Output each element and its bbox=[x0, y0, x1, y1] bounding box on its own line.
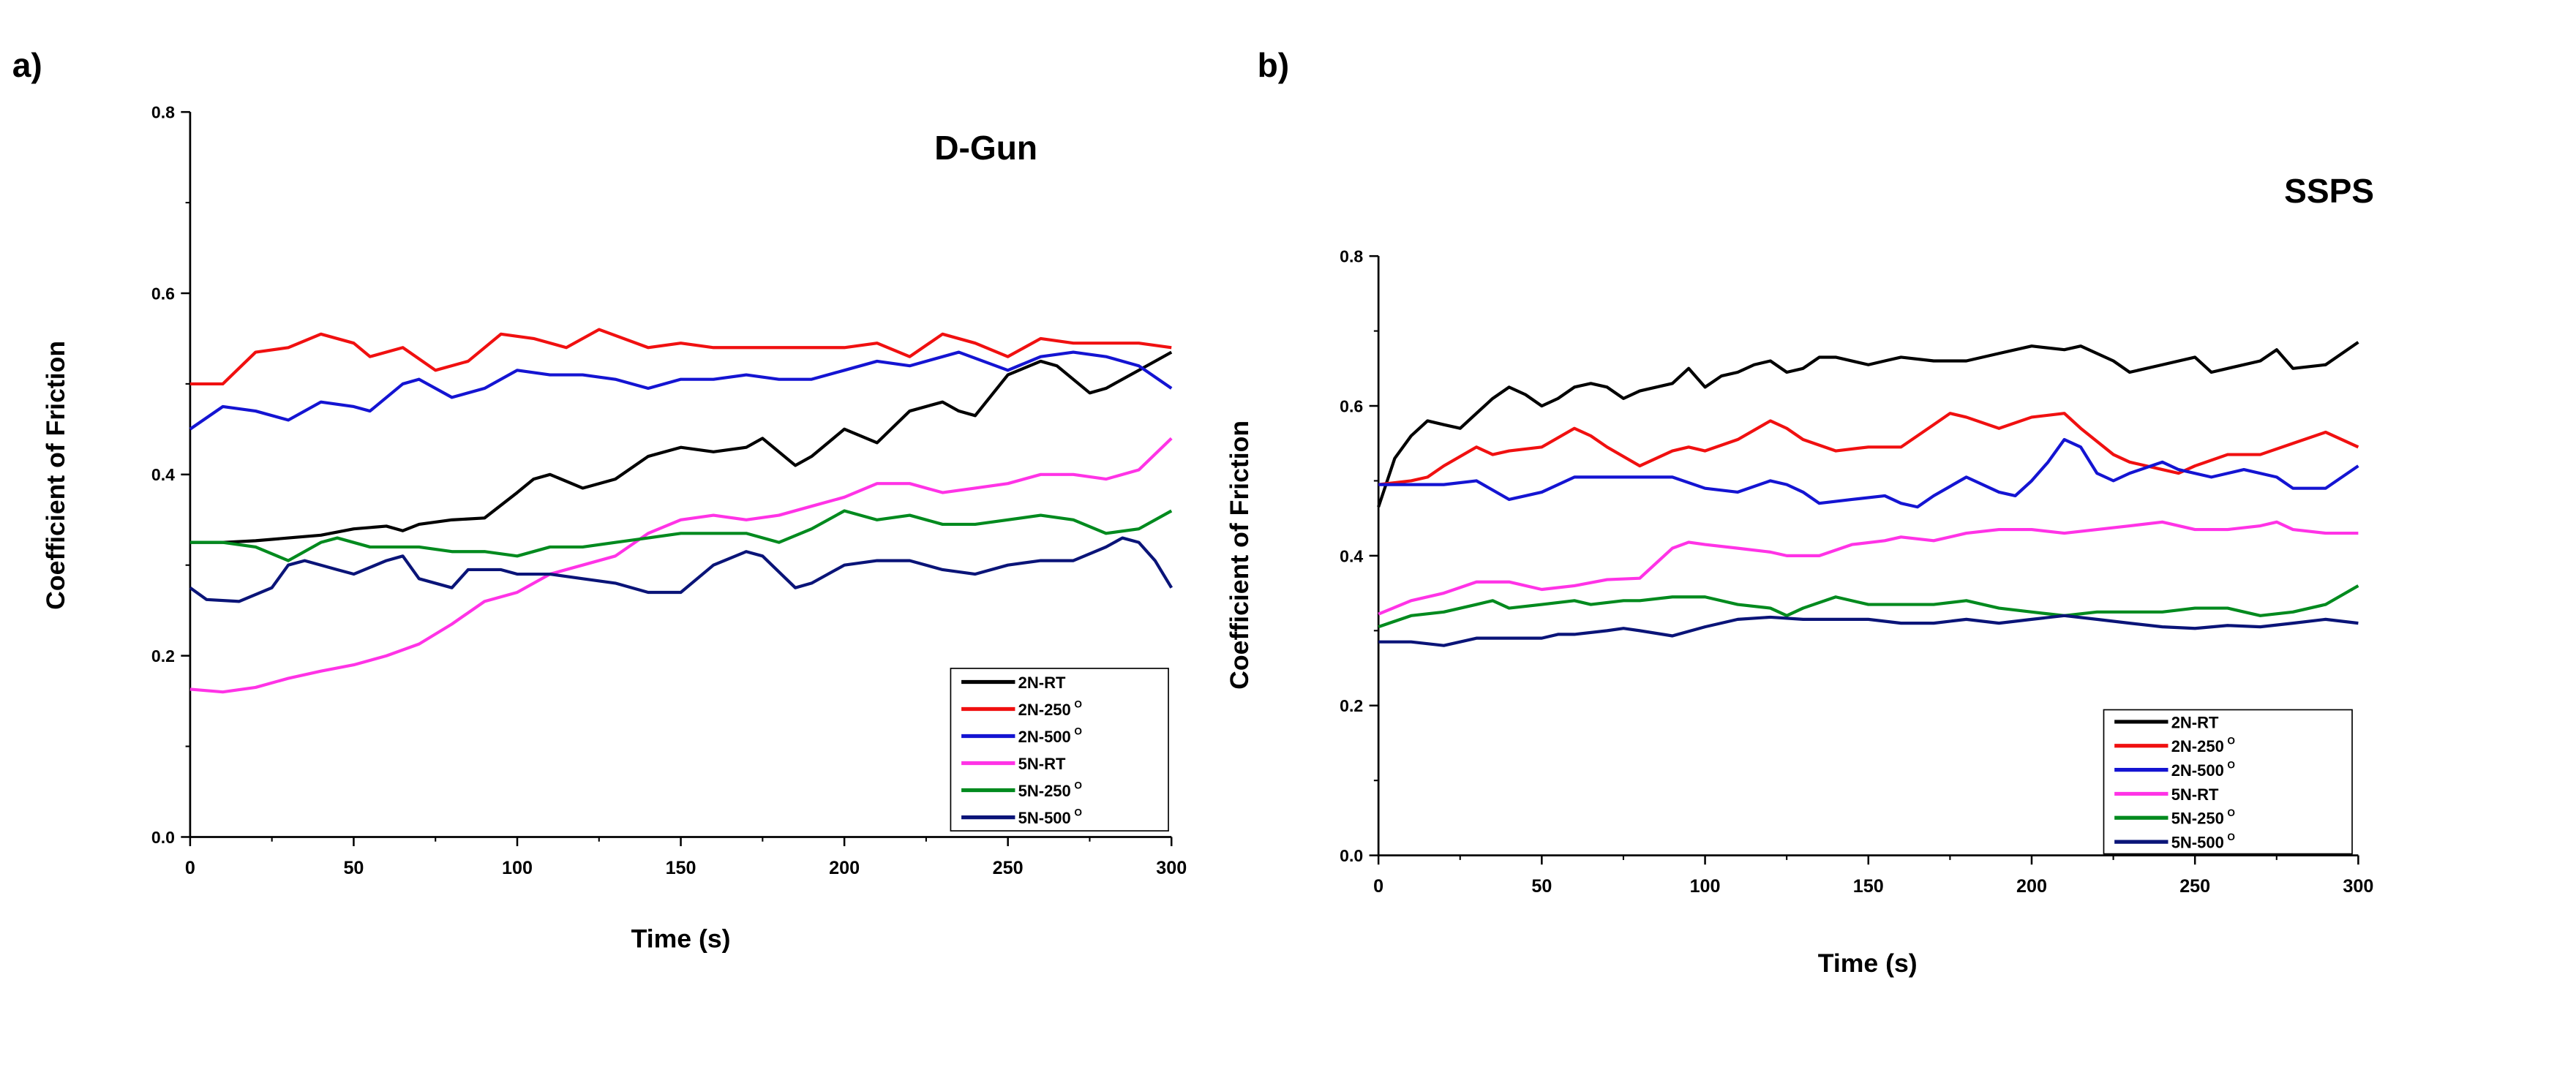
y-tick-label: 0.2 bbox=[1340, 696, 1363, 715]
legend-label: 2N-RT bbox=[1018, 674, 1066, 692]
x-tick-label: 300 bbox=[2343, 876, 2373, 897]
legend-item: 5N-RT bbox=[2114, 785, 2219, 804]
legend-item: 5N-500 O bbox=[961, 807, 1082, 827]
legend-box bbox=[950, 668, 1169, 832]
series-line-5n-500 bbox=[189, 536, 1174, 603]
legend-item: 2N-RT bbox=[961, 674, 1066, 692]
x-axis-title: Time (s) bbox=[631, 924, 731, 953]
legend-item: 2N-250 O bbox=[961, 698, 1082, 719]
legend-item: 5N-250 O bbox=[961, 780, 1082, 800]
series-line-2n-250 bbox=[1378, 412, 2359, 486]
y-axis-title: Coefficient of Friction bbox=[41, 341, 70, 610]
series-line-2n-rt bbox=[189, 350, 1173, 544]
legend-label: 5N-500 bbox=[1018, 809, 1071, 827]
legend-label: 5N-250 bbox=[2171, 810, 2224, 828]
panel-a-d-gun: a) D-Gun 0.0 0.2 0.4 0.6 0.8 0 50 100 150 200 250 300… bbox=[12, 46, 1187, 953]
y-tick-label: 0.8 bbox=[151, 103, 175, 122]
x-tick-label: 300 bbox=[1156, 858, 1187, 878]
legend-item: 2N-500 O bbox=[961, 725, 1082, 746]
x-tick-label: 100 bbox=[502, 858, 533, 878]
legend-degree-superscript: O bbox=[1074, 725, 1082, 736]
legend-box bbox=[2103, 709, 2353, 855]
legend-label: 2N-250 bbox=[1018, 701, 1071, 719]
legend-degree-superscript: O bbox=[2227, 832, 2235, 842]
series-line-2n-rt bbox=[1377, 341, 2359, 508]
legend-item: 2N-500 O bbox=[2114, 760, 2235, 780]
x-tick-label: 50 bbox=[343, 858, 364, 878]
legend-item: 5N-250 O bbox=[2114, 807, 2235, 828]
y-tick-label: 0.0 bbox=[1340, 846, 1363, 865]
series-line-2n-500 bbox=[189, 350, 1173, 431]
legend-item: 2N-RT bbox=[2114, 713, 2219, 731]
series-line-5n-250 bbox=[1378, 584, 2359, 629]
x-tick-label: 100 bbox=[1690, 876, 1721, 897]
series-line-2n-250 bbox=[189, 328, 1172, 386]
legend-item: 2N-250 O bbox=[2114, 736, 2235, 755]
y-tick-label: 0.0 bbox=[151, 828, 175, 847]
series-line-5n-rt bbox=[189, 437, 1173, 694]
legend-degree-superscript: O bbox=[2227, 736, 2235, 747]
legend-degree-superscript: O bbox=[1074, 807, 1082, 818]
x-axis-title: Time (s) bbox=[1818, 949, 1918, 978]
legend-label: 5N-250 bbox=[1018, 782, 1071, 800]
x-tick-label: 200 bbox=[829, 858, 860, 878]
legend-label: 5N-RT bbox=[1018, 755, 1066, 773]
series-line-5n-rt bbox=[1378, 520, 2359, 616]
legend-label: 5N-500 bbox=[2171, 833, 2224, 851]
y-tick-label: 0.2 bbox=[151, 646, 175, 666]
legend-label: 5N-RT bbox=[2171, 785, 2219, 804]
legend-degree-superscript: O bbox=[1074, 780, 1082, 791]
y-tick-label: 0.6 bbox=[1340, 396, 1363, 415]
x-tick-label: 150 bbox=[1853, 876, 1884, 897]
x-tick-label: 150 bbox=[666, 858, 696, 878]
x-tick-label: 0 bbox=[185, 858, 195, 878]
y-tick-label: 0.4 bbox=[1340, 546, 1363, 565]
panel-b-ssps: b) SSPS 0.0 0.2 0.4 0.6 0.8 0 50 100 150 200 250 300 T… bbox=[1225, 46, 2374, 978]
panel-label: b) bbox=[1258, 46, 1290, 84]
y-axis-title: Coefficient of Friction bbox=[1225, 421, 1254, 690]
chart-title: D-Gun bbox=[934, 129, 1037, 167]
y-tick-label: 0.6 bbox=[151, 284, 175, 303]
legend-degree-superscript: O bbox=[2227, 807, 2235, 818]
legend-degree-superscript: O bbox=[2227, 760, 2235, 771]
legend-label: 2N-500 bbox=[2171, 761, 2224, 780]
x-tick-label: 0 bbox=[1373, 876, 1383, 897]
x-tick-label: 250 bbox=[993, 858, 1024, 878]
legend-item: 5N-500 O bbox=[2114, 832, 2235, 851]
legend-item: 5N-RT bbox=[961, 755, 1066, 773]
legend-label: 2N-RT bbox=[2171, 713, 2219, 731]
x-tick-label: 200 bbox=[2016, 876, 2047, 897]
series-line-5n-500 bbox=[1378, 614, 2359, 647]
x-tick-label: 50 bbox=[1531, 876, 1552, 897]
legend-label: 2N-250 bbox=[2171, 737, 2224, 755]
y-tick-label: 0.8 bbox=[1340, 247, 1363, 266]
panel-label: a) bbox=[12, 46, 42, 84]
series-line-5n-250 bbox=[189, 509, 1173, 562]
chart-title: SSPS bbox=[2284, 172, 2374, 210]
legend-label: 2N-500 bbox=[1018, 728, 1071, 746]
x-tick-label: 250 bbox=[2179, 876, 2210, 897]
legend-degree-superscript: O bbox=[1074, 698, 1082, 709]
series-line-2n-500 bbox=[1378, 437, 2359, 509]
y-tick-label: 0.4 bbox=[151, 465, 175, 484]
